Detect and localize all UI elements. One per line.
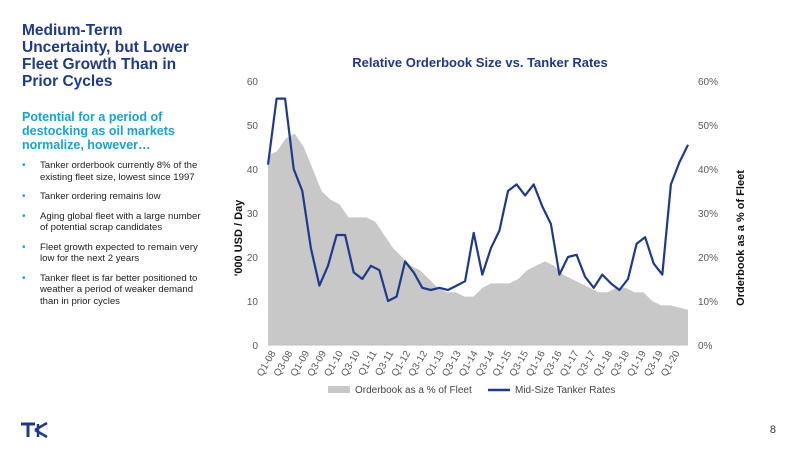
y-tick-label: 0 <box>252 341 258 352</box>
y2-tick-label: 10% <box>698 297 718 308</box>
legend-swatch-orderbook <box>328 386 350 393</box>
y2-axis-label: Orderbook as a % of Fleet <box>735 170 747 306</box>
bullet-dot-icon: • <box>22 272 26 284</box>
y2-tick-label: 50% <box>698 121 718 132</box>
line-series-group <box>266 97 689 303</box>
slide-subtitle: Potential for a period of destocking as … <box>22 110 175 152</box>
tk-logo-icon <box>20 421 50 444</box>
bullet-dot-icon: • <box>22 210 26 222</box>
chart-container: Relative Orderbook Size vs. Tanker Rates… <box>210 45 770 415</box>
bullet-item: • Fleet growth expected to remain very lo… <box>22 242 202 265</box>
area-orderbook <box>268 133 688 345</box>
y-tick-label: 30 <box>247 209 259 220</box>
y2-tick-label: 0% <box>698 341 713 352</box>
y-tick-label: 50 <box>247 121 259 132</box>
y-tick-label: 20 <box>247 253 259 264</box>
y2-tick-label: 40% <box>698 165 718 176</box>
bullet-item: • Tanker ordering remains low <box>22 191 202 203</box>
chart-title: Relative Orderbook Size vs. Tanker Rates <box>352 55 608 70</box>
y-tick-label: 40 <box>247 165 259 176</box>
y-tick-label: 60 <box>247 77 259 88</box>
y2-tick-label: 20% <box>698 253 718 264</box>
chart-svg: Relative Orderbook Size vs. Tanker Rates… <box>233 55 747 396</box>
y-axis-label: '000 USD / Day <box>233 199 245 276</box>
line-tanker-rates <box>266 97 689 303</box>
legend-label-orderbook: Orderbook as a % of Fleet <box>355 385 472 396</box>
bullet-text: Fleet growth expected to remain very low… <box>40 241 198 265</box>
legend: Orderbook as a % of Fleet Mid-Size Tanke… <box>328 385 615 396</box>
legend-label-rates: Mid-Size Tanker Rates <box>515 385 615 396</box>
area-series-group <box>268 133 688 345</box>
bullet-text: Tanker fleet is far better positioned to… <box>40 272 198 307</box>
left-panel: Medium-Term Uncertainty, but Lower Fleet… <box>22 22 202 315</box>
bullet-dot-icon: • <box>22 241 26 253</box>
bullet-item: • Tanker orderbook currently 8% of the ex… <box>22 160 202 183</box>
bullet-text: Tanker orderbook currently 8% of the exi… <box>40 160 198 183</box>
y2-tick-label: 60% <box>698 77 718 88</box>
y2-tick-label: 30% <box>698 209 718 220</box>
y-tick-label: 10 <box>247 297 259 308</box>
bullet-item: • Aging global fleet with a large number … <box>22 211 202 234</box>
bullet-dot-icon: • <box>22 160 26 171</box>
bullet-text: Aging global fleet with a large number o… <box>40 210 201 234</box>
page-number: 8 <box>769 424 776 436</box>
bullet-dot-icon: • <box>22 191 26 202</box>
bullet-item: • Tanker fleet is far better positioned t… <box>22 273 202 308</box>
bullet-list: • Tanker orderbook currently 8% of the ex… <box>22 160 202 307</box>
slide-title: Medium-Term Uncertainty, but Lower Fleet… <box>22 22 189 90</box>
bullet-text: Tanker ordering remains low <box>40 191 161 202</box>
